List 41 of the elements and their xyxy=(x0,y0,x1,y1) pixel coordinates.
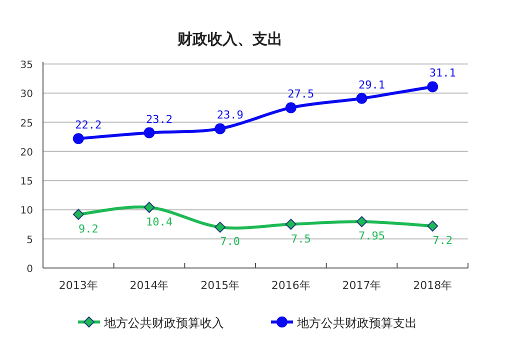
point xyxy=(427,220,438,232)
data-label: 23.2 xyxy=(146,112,172,126)
point xyxy=(214,222,226,233)
x-tick-label: 2013年 xyxy=(58,279,98,292)
x-tick-label: 2016年 xyxy=(271,279,310,292)
data-label: 7.95 xyxy=(358,230,385,243)
data-label: 7.2 xyxy=(432,234,453,248)
data-label: 9.2 xyxy=(78,222,98,236)
data-label: 31.1 xyxy=(429,66,456,80)
point xyxy=(427,81,438,92)
legend-label: 地方公共财政预算收入 xyxy=(103,316,224,330)
data-label: 27.5 xyxy=(288,88,314,101)
x-tick-label: 2014年 xyxy=(130,279,169,292)
data-label: 10.4 xyxy=(146,215,173,228)
y-tick-label: 25 xyxy=(20,118,33,130)
x-tick-label: 2017年 xyxy=(342,279,382,292)
point xyxy=(356,216,368,228)
data-label: 7.5 xyxy=(290,232,311,246)
y-tick-label: 5 xyxy=(26,234,33,246)
data-label: 29.1 xyxy=(358,78,385,92)
x-tick-label: 2015年 xyxy=(200,279,240,292)
point xyxy=(356,92,368,104)
point xyxy=(285,218,296,230)
y-tick-label: 0 xyxy=(26,264,33,275)
y-tick-label: 30 xyxy=(20,89,33,100)
point xyxy=(144,202,155,213)
point xyxy=(72,133,84,144)
y-tick-label: 15 xyxy=(20,176,33,188)
y-tick-label: 10 xyxy=(20,206,33,217)
x-tick-label: 2018年 xyxy=(413,279,452,292)
legend-label: 地方公共财政预算支出 xyxy=(296,316,417,330)
data-label: 7.0 xyxy=(220,235,240,248)
point xyxy=(285,102,296,114)
point xyxy=(144,127,155,138)
chart-title: 财政收入、支出 xyxy=(176,30,282,48)
y-tick-label: 20 xyxy=(20,147,33,158)
data-label: 22.2 xyxy=(75,118,102,132)
data-label: 23.9 xyxy=(216,108,244,122)
point xyxy=(72,208,84,220)
y-tick-label: 35 xyxy=(20,60,33,71)
point xyxy=(214,123,226,134)
